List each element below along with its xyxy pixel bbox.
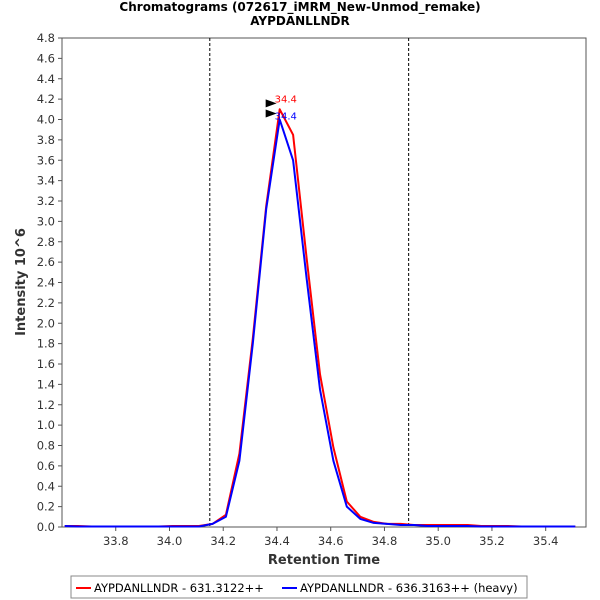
peak-label-light: 34.4 xyxy=(275,94,297,105)
y-tick-label: 3.8 xyxy=(37,133,55,147)
x-tick-label: 33.8 xyxy=(103,534,129,548)
y-axis-title: Intensity 10^6 xyxy=(14,228,29,336)
y-tick-label: 2.2 xyxy=(37,296,55,310)
y-tick-label: 0.4 xyxy=(37,479,55,493)
legend-box xyxy=(70,575,528,599)
x-tick-label: 35.2 xyxy=(479,534,505,548)
y-tick-label: 1.6 xyxy=(37,357,55,371)
peak-marker-icon xyxy=(265,99,277,108)
series-line-heavy xyxy=(64,118,576,528)
y-tick-label: 3.2 xyxy=(37,194,55,208)
legend-label-light: AYPDANLLNDR - 631.3122++ xyxy=(94,581,264,595)
peak-labels: 34.4 34.4 xyxy=(265,94,297,123)
y-tick-label: 1.2 xyxy=(37,398,55,412)
x-axis-title: Retention Time xyxy=(268,553,380,568)
y-tick-label: 1.8 xyxy=(37,337,55,351)
y-tick-label: 3.0 xyxy=(37,214,55,228)
y-tick-label: 4.8 xyxy=(37,31,55,45)
y-tick-label: 0.8 xyxy=(37,439,55,453)
chart-subtitle: AYPDANLLNDR xyxy=(250,14,349,28)
legend-label-heavy: AYPDANLLNDR - 636.3163++ (heavy) xyxy=(300,581,518,595)
x-tick-label: 34.2 xyxy=(210,534,236,548)
y-tick-label: 3.4 xyxy=(37,174,55,188)
plot-area xyxy=(61,37,587,528)
y-tick-label: 0.2 xyxy=(37,500,55,514)
chart-title: Chromatograms (072617_iMRM_New-Unmod_rem… xyxy=(119,0,480,15)
peak-label-heavy: 34.4 xyxy=(275,112,297,123)
y-tick-label: 0.6 xyxy=(37,459,55,473)
y-tick-label: 2.8 xyxy=(37,235,55,249)
x-tick-label: 35.0 xyxy=(425,534,451,548)
peak-marker-icon xyxy=(265,109,277,118)
y-tick-label: 4.4 xyxy=(37,72,55,86)
x-tick-label: 34.4 xyxy=(264,534,290,548)
y-tick-label: 2.6 xyxy=(37,255,55,269)
series-group xyxy=(64,108,576,528)
x-tick-label: 34.8 xyxy=(372,534,398,548)
x-tick-label: 34.6 xyxy=(318,534,344,548)
y-tick-label: 4.2 xyxy=(37,92,55,106)
y-tick-label: 1.4 xyxy=(37,377,55,391)
y-tick-label: 4.6 xyxy=(37,51,55,65)
y-tick-label: 3.6 xyxy=(37,153,55,167)
y-tick-label: 1.0 xyxy=(37,418,55,432)
y-tick-label: 2.0 xyxy=(37,316,55,330)
y-tick-label: 4.0 xyxy=(37,113,55,127)
integration-boundaries xyxy=(209,38,410,527)
y-axis: 0.0 0.2 0.4 0.6 0.8 1.0 1.2 1.4 1.6 1.8 2.0 2.2 2.4 2… xyxy=(37,31,62,534)
legend: AYPDANLLNDR - 631.3122++ AYPDANLLNDR - 6… xyxy=(70,575,528,599)
y-tick-label: 0.0 xyxy=(37,520,55,534)
x-tick-label: 35.4 xyxy=(533,534,559,548)
y-tick-label: 2.4 xyxy=(37,276,55,290)
x-axis: 33.8 34.0 34.2 34.4 34.6 34.8 35.0 35.2 35.4 xyxy=(103,527,559,548)
x-tick-label: 34.0 xyxy=(157,534,183,548)
